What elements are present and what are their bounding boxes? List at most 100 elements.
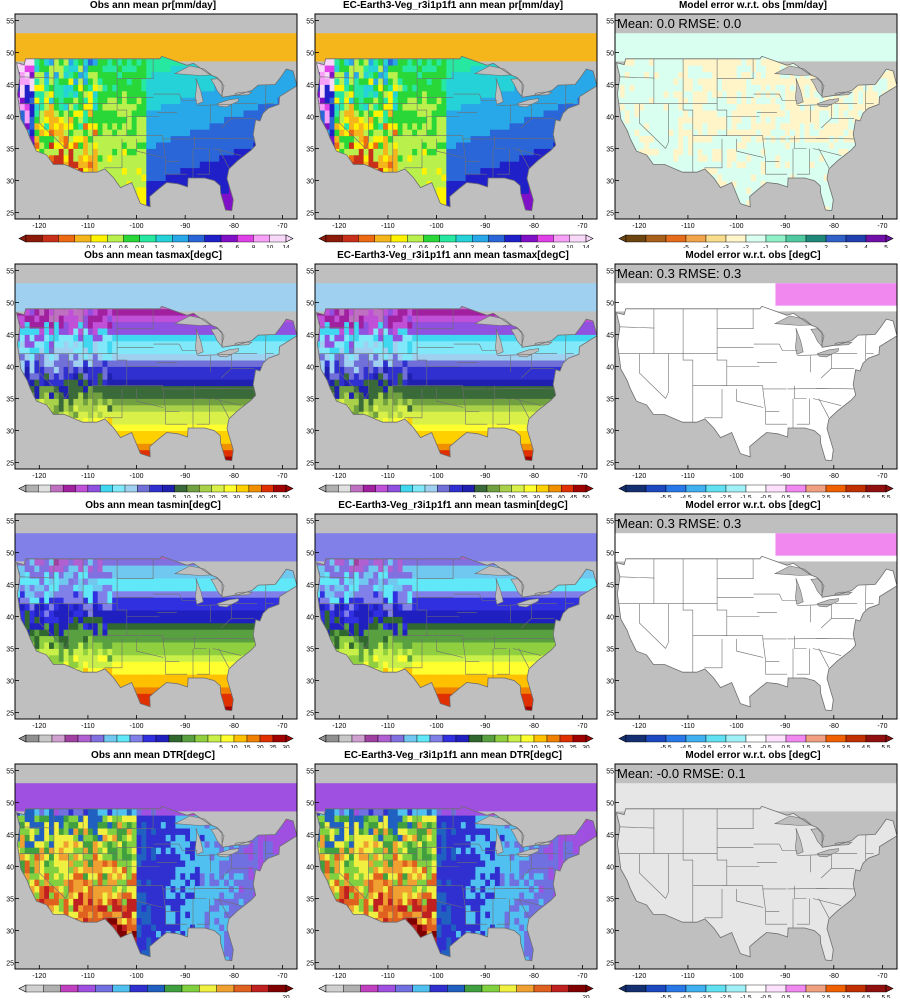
grid-cell <box>68 97 74 105</box>
grid-cell <box>29 97 35 105</box>
grid-cell <box>751 58 757 66</box>
grid-cell <box>146 65 152 73</box>
grid-cell <box>324 78 330 85</box>
grid-cell <box>722 90 728 98</box>
grid-cell <box>407 78 413 85</box>
grid-cell <box>558 103 564 111</box>
grid-cell <box>407 122 413 130</box>
grid-cell <box>653 84 660 92</box>
grid-cell <box>794 154 801 162</box>
grid-cell <box>509 174 515 181</box>
state-border <box>338 103 366 149</box>
grid-cell <box>363 65 369 73</box>
grid-cell <box>639 148 645 156</box>
grid-cell <box>392 116 399 124</box>
colorbar-cell <box>325 234 343 243</box>
colorbar-cell <box>520 234 538 243</box>
grid-cell <box>663 122 669 130</box>
grid-cell <box>673 97 679 105</box>
grid-cell <box>44 78 50 85</box>
grid-cell <box>629 122 635 130</box>
grid-cell <box>760 174 767 181</box>
grid-cell <box>131 167 137 175</box>
grid-cell <box>726 161 733 169</box>
grid-cell <box>146 180 152 188</box>
grid-cell <box>122 103 128 111</box>
grid-cell <box>683 135 689 143</box>
grid-cell <box>358 154 365 162</box>
north-region <box>315 33 597 62</box>
grid-cell <box>146 103 152 111</box>
grid-cell <box>746 167 752 175</box>
grid-cell <box>451 154 457 162</box>
state-border <box>820 118 832 129</box>
grid-cell <box>63 122 69 130</box>
grid-cell <box>126 148 133 156</box>
grid-cell <box>63 129 69 137</box>
grid-cell <box>819 97 825 105</box>
grid-cell <box>436 65 442 73</box>
grid-cell <box>383 65 389 73</box>
grid-cell <box>736 78 742 85</box>
grid-cell <box>19 360 26 367</box>
grid-cell <box>329 97 335 105</box>
grid-cell <box>248 90 254 98</box>
grid-cell <box>465 65 471 73</box>
grid-cell <box>441 193 447 201</box>
grid-cell <box>465 71 471 79</box>
grid-cell <box>790 154 796 162</box>
grid-cell <box>658 97 665 105</box>
grid-cell <box>824 180 830 188</box>
grid-cell <box>653 110 660 117</box>
grid-cell <box>209 129 215 137</box>
grid-cell <box>83 110 89 117</box>
grid-cell <box>122 116 128 124</box>
grid-cell <box>726 135 733 143</box>
grid-cell <box>102 65 108 73</box>
grid-cell <box>324 58 330 66</box>
grid-cell <box>475 122 481 130</box>
grid-cell <box>185 116 191 124</box>
grid-cell <box>238 129 244 137</box>
grid-cell <box>397 142 403 149</box>
grid-cell <box>858 84 864 92</box>
grid-cell <box>219 129 225 137</box>
grid-cell <box>78 148 84 156</box>
lon-tick-label: -80 <box>529 223 539 230</box>
grid-cell <box>770 97 776 105</box>
grid-cell <box>185 148 191 156</box>
grid-cell <box>649 154 655 162</box>
grid-cell <box>678 65 684 73</box>
grid-cell <box>368 65 374 73</box>
grid-cell <box>339 110 345 117</box>
grid-cell <box>324 110 330 117</box>
grid-cell <box>117 174 123 181</box>
colorbar-cell <box>25 234 43 243</box>
lon-tick-label: -90 <box>780 223 790 230</box>
grid-cell <box>707 148 713 156</box>
grid-cell <box>872 90 878 98</box>
grid-cell <box>238 135 244 143</box>
grid-cell <box>373 135 379 143</box>
grid-cell <box>480 142 486 149</box>
grid-cell <box>446 103 452 111</box>
state-border <box>19 76 55 79</box>
grid-cell <box>180 65 186 73</box>
grid-cell <box>363 129 369 137</box>
grid-cell <box>524 116 530 124</box>
grid-cell <box>102 97 108 105</box>
grid-cell <box>156 142 162 149</box>
grid-cell <box>141 174 147 181</box>
colorbar-label: 3 <box>187 245 191 249</box>
grid-cell <box>504 78 510 85</box>
grid-cell <box>814 90 820 98</box>
grid-cell <box>19 71 26 79</box>
grid-cell <box>422 103 428 111</box>
grid-cell <box>499 135 506 143</box>
grid-cell <box>131 122 137 130</box>
grid-cell <box>456 84 462 92</box>
grid-cell <box>668 154 674 162</box>
grid-cell <box>668 78 674 85</box>
grid-cell <box>741 187 747 194</box>
grid-cell <box>687 103 694 111</box>
